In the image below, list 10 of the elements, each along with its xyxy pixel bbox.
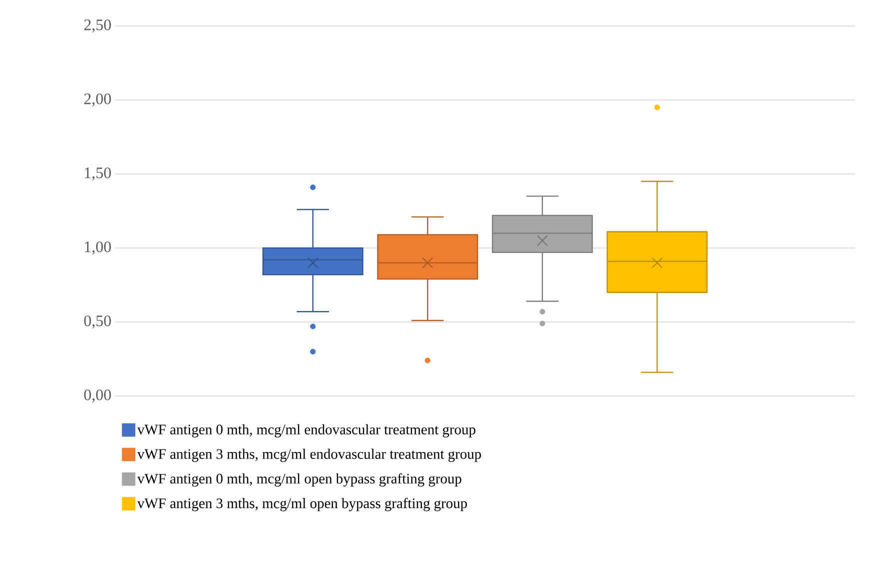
y-tick-label: 1,00 [84,241,111,255]
y-tick-label: 0,50 [84,315,111,329]
y-tick-label: 1,50 [84,167,111,181]
legend-label: vWF antigen 3 mths, mcg/ml open bypass grafting group [137,498,467,512]
y-tick-label: 2,00 [84,93,111,107]
legend-label: vWF antigen 0 mth, mcg/ml open bypass grafting group [137,473,462,487]
y-tick-label: 2,50 [84,19,111,33]
y-tick-label: 0,00 [84,389,111,403]
legend-label: vWF antigen 0 mth, mcg/ml endovascular treatment group [137,424,476,438]
legend-label: vWF antigen 3 mths, mcg/ml endovascular treatment group [137,448,481,462]
